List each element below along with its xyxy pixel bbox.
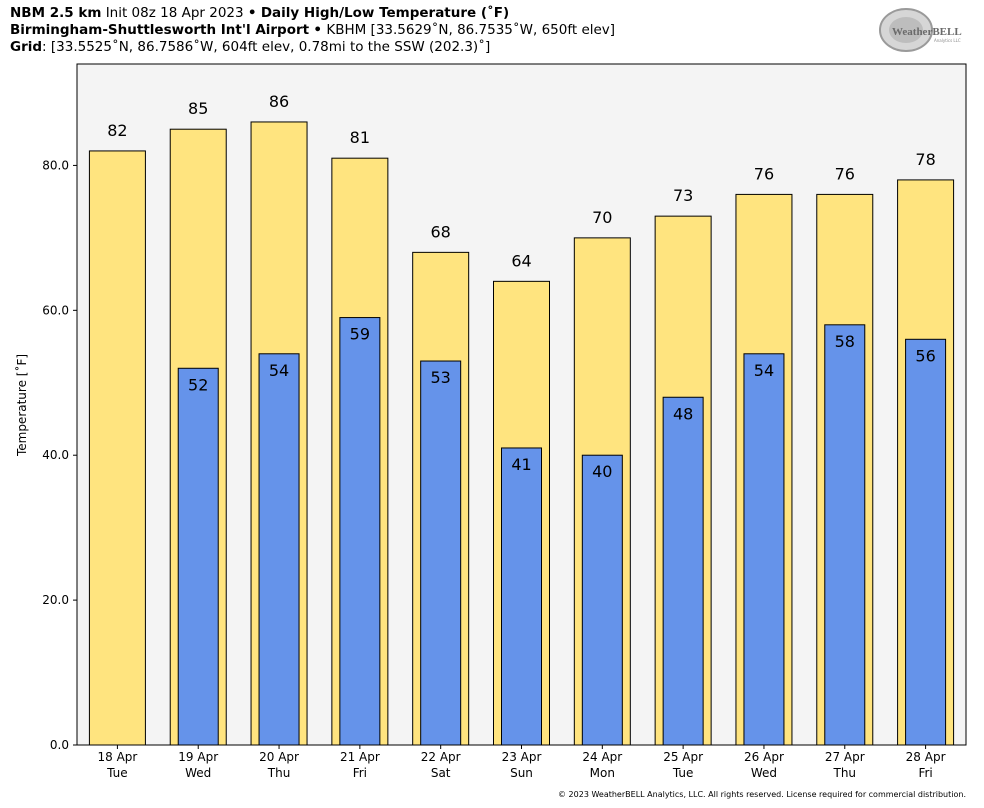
y-tick-label: 60.0: [42, 303, 69, 317]
grid-label: Grid: [10, 39, 43, 55]
low-value-label: 56: [915, 346, 935, 365]
low-value-label: 52: [188, 375, 208, 394]
chart-title: Daily High/Low Temperature (˚F): [260, 5, 510, 21]
low-bars: [177, 317, 947, 746]
separator: •: [313, 22, 323, 38]
x-tick-label-date: 23 Apr: [502, 750, 542, 764]
x-tick-label-date: 20 Apr: [259, 750, 299, 764]
x-tick-label-day: Thu: [267, 766, 291, 780]
high-value-label: 86: [269, 92, 289, 111]
x-tick-label-date: 28 Apr: [906, 750, 946, 764]
y-axis-label: Temperature [˚F]: [14, 354, 29, 457]
high-value-label: 68: [431, 222, 451, 241]
high-value-label: 81: [350, 128, 370, 147]
x-axis: 18 Apr Tue 19 Apr Wed 20 Apr Thu 21 Apr Fri 22 A…: [97, 745, 946, 780]
header-line-3: Grid: [33.5525˚N, 86.7586˚W, 604ft elev,…: [10, 39, 615, 56]
x-tick-label-day: Sun: [510, 766, 533, 780]
x-tick-label-date: 27 Apr: [825, 750, 865, 764]
data-labels: 82 85 52 86 54 81 59 68 53 64 41 70 40 73 48 76 54 76 58 78…: [107, 92, 936, 481]
y-tick-label: 0.0: [50, 738, 69, 752]
x-tick-label-date: 21 Apr: [340, 750, 380, 764]
low-value-label: 40: [592, 462, 612, 481]
station-name: Birmingham-Shuttlesworth Int'l Airport: [10, 22, 310, 38]
x-tick-label-date: 18 Apr: [97, 750, 137, 764]
high-value-label: 64: [511, 251, 531, 270]
x-tick-label-day: Fri: [918, 766, 932, 780]
x-tick-label-day: Mon: [590, 766, 615, 780]
header-line-2: Birmingham-Shuttlesworth Int'l Airport •…: [10, 22, 615, 39]
low-value-label: 41: [511, 455, 531, 474]
high-value-label: 73: [673, 186, 693, 205]
low-bar: [420, 360, 462, 746]
x-tick-label-day: Fri: [353, 766, 367, 780]
y-axis: 0.0 20.0 40.0 60.0 80.0: [42, 158, 77, 752]
high-value-label: 82: [107, 121, 127, 140]
x-tick-label-date: 19 Apr: [178, 750, 218, 764]
x-tick-label-date: 22 Apr: [421, 750, 461, 764]
x-tick-label-day: Sat: [431, 766, 451, 780]
high-bar: [88, 150, 146, 746]
high-value-label: 70: [592, 208, 612, 227]
low-bar: [581, 454, 623, 746]
low-value-label: 54: [754, 361, 774, 380]
y-tick-label: 40.0: [42, 448, 69, 462]
plot-frame: [76, 63, 967, 746]
low-value-label: 58: [835, 332, 855, 351]
x-tick-label-date: 24 Apr: [582, 750, 622, 764]
separator: •: [247, 5, 257, 21]
model-name: NBM 2.5 km: [10, 5, 102, 21]
low-value-label: 54: [269, 361, 289, 380]
chart-header: NBM 2.5 km Init 08z 18 Apr 2023 • Daily …: [10, 5, 615, 56]
low-bar: [905, 338, 947, 746]
low-bar: [177, 367, 219, 746]
low-bar: [743, 353, 785, 746]
low-value-label: 59: [350, 325, 370, 344]
high-value-label: 85: [188, 99, 208, 118]
low-value-label: 53: [431, 368, 451, 387]
init-time: Init 08z 18 Apr 2023: [105, 5, 244, 21]
y-tick-label: 80.0: [42, 158, 69, 172]
weatherbell-logo: WeatherBELL Analytics LLC: [879, 8, 962, 52]
high-value-label: 78: [915, 150, 935, 169]
header-line-1: NBM 2.5 km Init 08z 18 Apr 2023 • Daily …: [10, 5, 615, 22]
copyright-notice: © 2023 WeatherBELL Analytics, LLC. All r…: [558, 790, 966, 799]
low-bar: [339, 317, 381, 746]
station-info: KBHM [33.5629˚N, 86.7535˚W, 650ft elev]: [326, 22, 616, 38]
high-value-label: 76: [754, 164, 774, 183]
x-tick-label-day: Thu: [832, 766, 856, 780]
grid-info: : [33.5525˚N, 86.7586˚W, 604ft elev, 0.7…: [42, 39, 491, 55]
x-tick-label-day: Wed: [751, 766, 777, 780]
x-tick-label-day: Wed: [185, 766, 211, 780]
low-bar: [258, 353, 300, 746]
x-tick-label-date: 25 Apr: [663, 750, 703, 764]
x-tick-label-day: Tue: [672, 766, 694, 780]
low-bar: [824, 324, 866, 746]
x-tick-label-date: 26 Apr: [744, 750, 784, 764]
y-tick-label: 20.0: [42, 593, 69, 607]
high-value-label: 76: [835, 164, 855, 183]
low-value-label: 48: [673, 404, 693, 423]
logo-text: WeatherBELL: [892, 26, 962, 38]
low-bar: [662, 396, 704, 746]
logo-subtext: Analytics LLC: [934, 38, 961, 43]
low-bar: [501, 447, 542, 746]
x-tick-label-day: Tue: [106, 766, 128, 780]
